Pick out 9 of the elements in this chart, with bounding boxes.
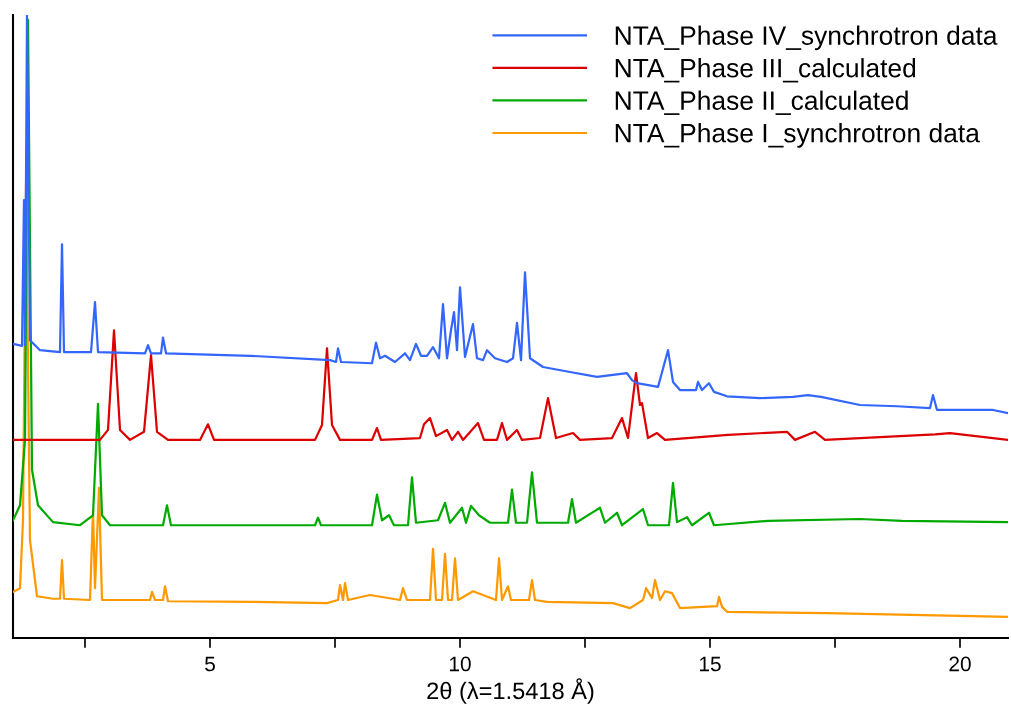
x-tick-label: 20 — [949, 656, 971, 672]
legend-label: NTA_Phase I_synchrotron data — [615, 123, 980, 148]
legend-label: NTA_Phase III_calculated — [615, 58, 916, 83]
x-tick-label: 10 — [450, 656, 471, 672]
x-axis-title: 2θ (λ=1.5418 Å) — [427, 678, 594, 704]
x-tick-label: 5 — [205, 656, 215, 672]
legend-label: NTA_Phase II_calculated — [615, 90, 908, 115]
x-tick-label: 15 — [700, 656, 721, 672]
legend-label: NTA_Phase IV_synchrotron data — [615, 25, 998, 51]
